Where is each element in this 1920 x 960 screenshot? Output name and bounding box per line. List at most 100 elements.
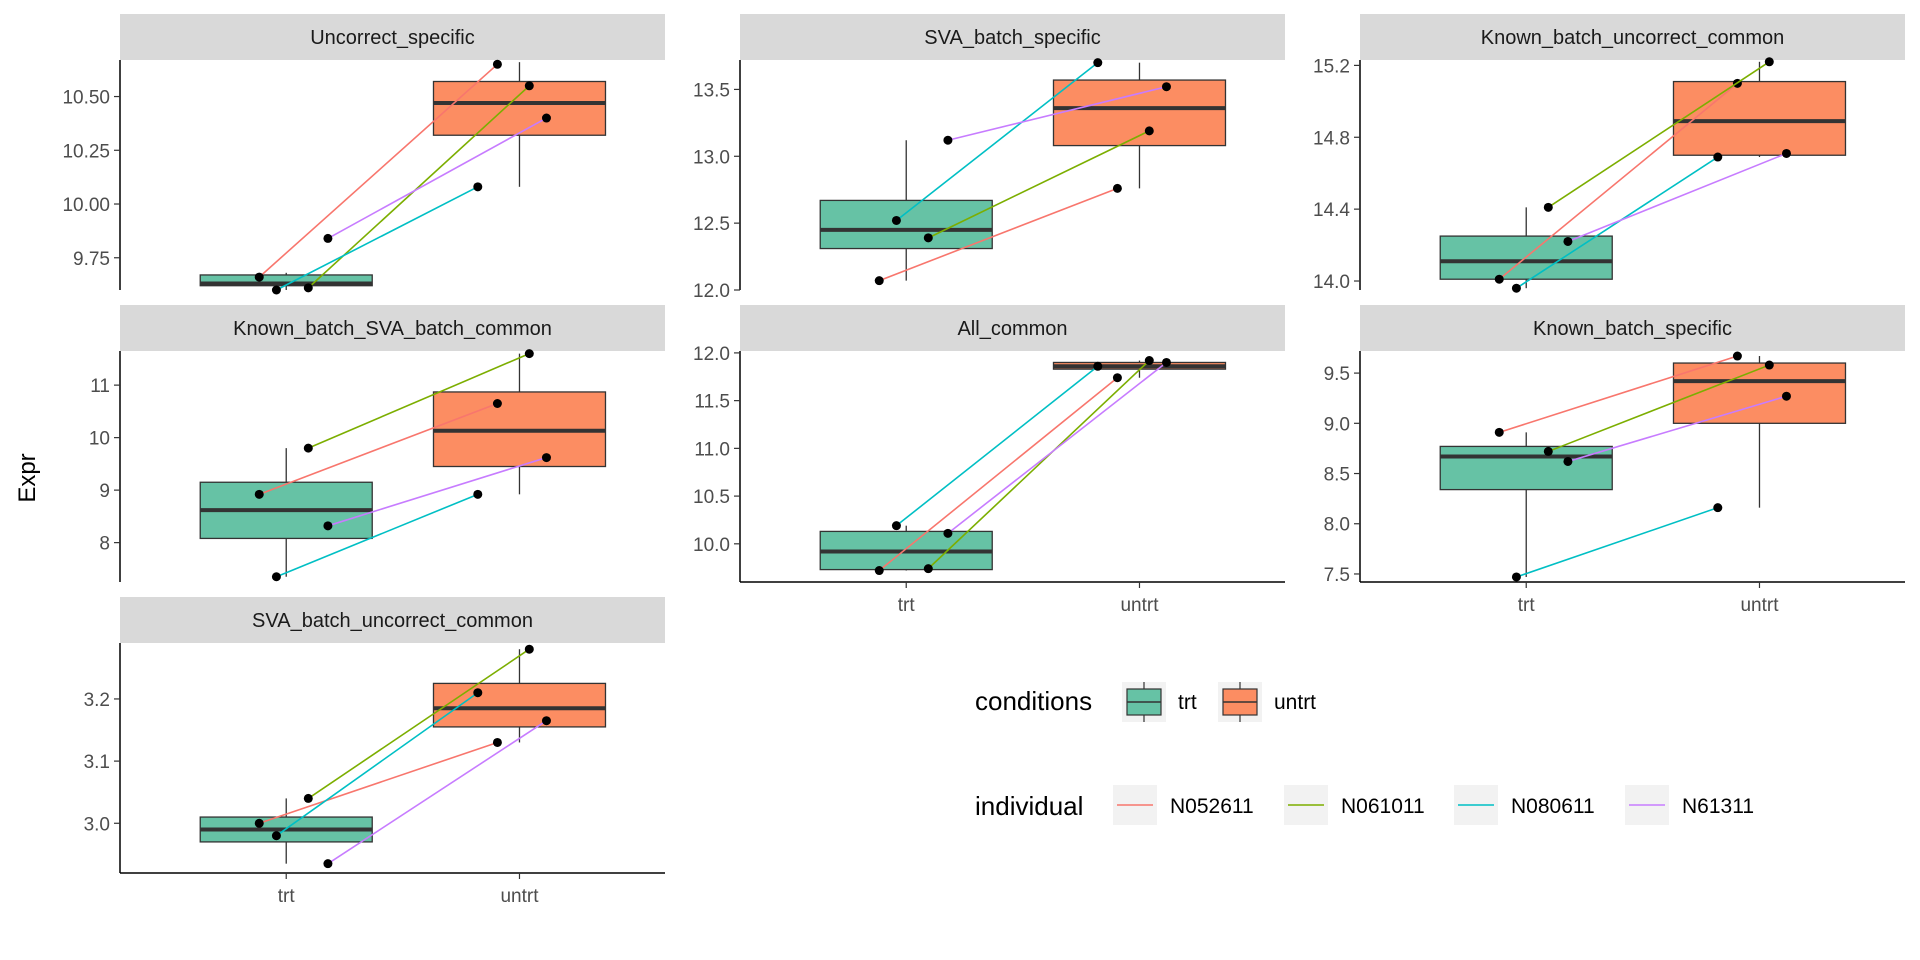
legend-key-n061011: N061011 bbox=[1284, 785, 1425, 825]
y-tick-label: 10.50 bbox=[62, 88, 110, 109]
series-n61311 bbox=[323, 113, 551, 243]
series-n061011 bbox=[303, 644, 534, 803]
x-tick-label: trt bbox=[1518, 595, 1536, 616]
y-tick-label: 11.0 bbox=[694, 439, 730, 460]
y-tick-label: 10.00 bbox=[62, 195, 110, 216]
legend-key-label: N052611 bbox=[1170, 795, 1254, 818]
data-point-trt bbox=[323, 233, 333, 243]
box-iqr bbox=[1052, 79, 1227, 147]
series-n061011 bbox=[923, 126, 1154, 243]
series-n080611 bbox=[891, 361, 1103, 531]
data-point-untrt bbox=[492, 59, 502, 69]
facet-panels: Uncorrect_specific 9.75 10.00 10.25 10.50 SVA… bbox=[62, 14, 1905, 907]
y-tick-label: 12.0 bbox=[693, 344, 730, 365]
panel-known-batch-specific: Known_batch_specific 7.5 8.0 8.5 9.0 9.5 trt un… bbox=[1324, 305, 1905, 616]
panel-title: Known_batch_SVA_batch_common bbox=[233, 318, 552, 340]
data-point-untrt bbox=[524, 644, 534, 654]
series-n61311 bbox=[323, 453, 551, 531]
y-tick-label: 11 bbox=[90, 376, 110, 397]
series-line bbox=[1567, 152, 1787, 243]
panel-title: SVA_batch_uncorrect_common bbox=[252, 610, 533, 632]
box-iqr bbox=[1672, 362, 1847, 424]
series-line bbox=[258, 741, 498, 825]
box-trt bbox=[819, 140, 993, 281]
data-point-untrt bbox=[524, 81, 534, 91]
series-line bbox=[307, 352, 530, 449]
box-iqr bbox=[1672, 80, 1847, 156]
data-point-untrt bbox=[492, 737, 502, 747]
data-point-trt bbox=[1511, 283, 1521, 293]
panel-sva-batch-specific: SVA_batch_specific 12.0 12.5 13.0 13.5 bbox=[693, 14, 1285, 302]
data-point-trt bbox=[1494, 274, 1504, 284]
y-tick-label: 13.5 bbox=[693, 80, 730, 101]
panel-known-batch-sva-batch-common: Known_batch_SVA_batch_common 8 9 10 11 bbox=[89, 305, 665, 582]
legend-key-n052611: N052611 bbox=[1113, 785, 1254, 825]
data-point-trt bbox=[874, 276, 884, 286]
series-line bbox=[1498, 82, 1738, 280]
series-n061011 bbox=[923, 356, 1154, 574]
series-line bbox=[327, 720, 547, 865]
series-line bbox=[895, 365, 1099, 527]
legend-key-label: trt bbox=[1178, 691, 1197, 714]
y-tick-label: 10.25 bbox=[62, 141, 110, 162]
series-n061011 bbox=[303, 349, 534, 453]
data-point-trt bbox=[1511, 572, 1521, 582]
box-trt bbox=[199, 798, 373, 864]
series-line bbox=[1548, 364, 1770, 453]
data-point-untrt bbox=[541, 716, 551, 726]
data-point-untrt bbox=[1161, 82, 1171, 92]
series-line bbox=[1567, 395, 1787, 463]
data-point-trt bbox=[271, 285, 281, 295]
data-point-trt bbox=[254, 489, 264, 499]
data-point-trt bbox=[1543, 202, 1553, 212]
panel-sva-batch-uncorrect-common: SVA_batch_uncorrect_common 3.0 3.1 3.2 trt un… bbox=[84, 597, 665, 907]
box-iqr bbox=[432, 80, 607, 136]
data-point-untrt bbox=[1764, 57, 1774, 67]
panel-title: Known_batch_specific bbox=[1533, 318, 1732, 340]
data-point-trt bbox=[1494, 427, 1504, 437]
series-n080611 bbox=[1511, 152, 1723, 293]
panel-title: SVA_batch_specific bbox=[924, 27, 1100, 49]
series-n61311 bbox=[1563, 391, 1791, 466]
box-untrt bbox=[432, 62, 607, 187]
box-untrt bbox=[1672, 61, 1847, 158]
data-point-untrt bbox=[1112, 183, 1122, 193]
data-point-trt bbox=[1563, 236, 1573, 246]
box-trt bbox=[1439, 432, 1613, 577]
data-point-untrt bbox=[1112, 373, 1122, 383]
series-line bbox=[1516, 506, 1719, 578]
x-tick-label: untrt bbox=[500, 886, 539, 907]
data-point-untrt bbox=[1732, 351, 1742, 361]
data-point-untrt bbox=[541, 113, 551, 123]
box-iqr bbox=[819, 199, 993, 250]
data-point-untrt bbox=[1713, 503, 1723, 513]
data-point-untrt bbox=[1713, 152, 1723, 162]
data-point-untrt bbox=[473, 182, 483, 192]
series-n052611 bbox=[874, 373, 1122, 576]
data-point-trt bbox=[943, 528, 953, 538]
legend-key-trt: trt bbox=[1122, 682, 1197, 722]
series-n61311 bbox=[943, 82, 1171, 145]
legend-key-label: N080611 bbox=[1511, 795, 1595, 818]
series-n61311 bbox=[1563, 148, 1791, 246]
box-trt bbox=[199, 448, 373, 577]
panel-strip bbox=[740, 14, 1285, 60]
y-tick-label: 3.2 bbox=[84, 690, 110, 711]
series-line bbox=[275, 692, 479, 837]
series-n61311 bbox=[943, 357, 1171, 538]
series-line bbox=[1547, 61, 1770, 209]
data-point-untrt bbox=[492, 399, 502, 408]
data-point-untrt bbox=[473, 688, 483, 698]
data-point-untrt bbox=[1781, 391, 1791, 401]
panel-strip bbox=[120, 14, 665, 60]
data-point-trt bbox=[323, 859, 333, 869]
legend-key-label: untrt bbox=[1274, 691, 1316, 714]
legend-individual-keys: N052611 N061011 N080611 N61311 bbox=[1113, 785, 1754, 825]
x-tick-label: trt bbox=[898, 595, 916, 616]
panel-uncorrect-specific: Uncorrect_specific 9.75 10.00 10.25 10.50 bbox=[62, 14, 665, 295]
y-tick-label: 9 bbox=[99, 481, 110, 502]
series-line bbox=[895, 62, 1099, 222]
legend-individual-title: individual bbox=[975, 791, 1083, 821]
y-tick-label: 11.5 bbox=[694, 392, 730, 413]
